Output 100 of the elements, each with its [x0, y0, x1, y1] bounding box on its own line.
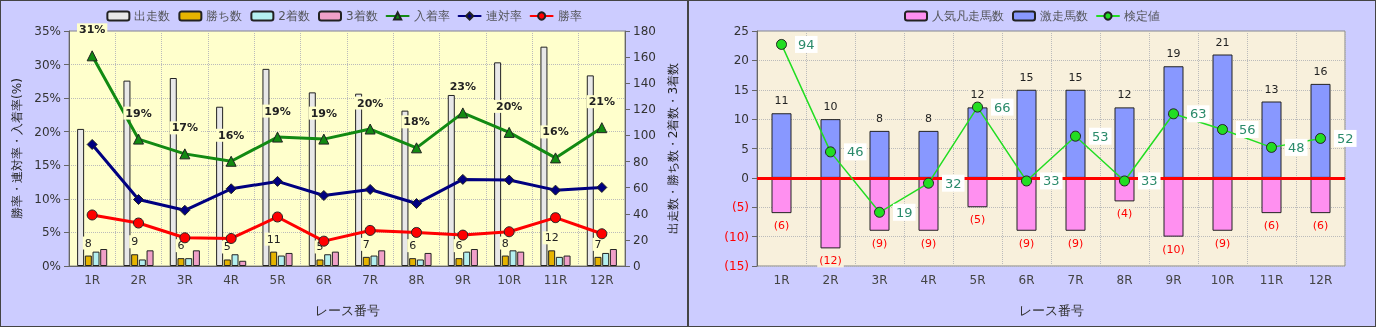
data-label: 52: [1337, 130, 1354, 146]
x-tick-label: 10R: [1210, 273, 1235, 287]
data-label: 15: [1019, 70, 1034, 84]
data-label: 8: [925, 111, 932, 125]
x-tick-label: 3R: [176, 273, 193, 287]
x-tick-label: 3R: [871, 273, 888, 287]
data-label: 21: [1215, 35, 1230, 49]
point: [457, 229, 469, 241]
data-label: (6): [1263, 219, 1280, 233]
point: [225, 183, 237, 195]
data-label: 10: [823, 100, 838, 114]
y2-tick-label: 80: [633, 154, 649, 169]
point: [1119, 175, 1130, 187]
bar: [1016, 177, 1037, 231]
data-label: (6): [1312, 219, 1329, 233]
x-tick-label: 5R: [269, 273, 286, 287]
legend-label: 2着数: [278, 9, 311, 23]
x-tick-label: 12R: [590, 273, 614, 287]
data-label: 8: [84, 236, 92, 250]
data-label: 20%: [495, 99, 523, 113]
bar: [1163, 177, 1184, 237]
data-label: 19: [1166, 47, 1181, 61]
bar: [771, 177, 792, 214]
data-label: 19: [896, 204, 913, 220]
y-tick-label: 10: [733, 112, 749, 127]
data-label: 11: [266, 232, 281, 246]
data-label: 94: [798, 36, 815, 52]
x-tick-label: 8R: [1116, 273, 1133, 287]
point: [411, 198, 422, 210]
data-label: (9): [1018, 236, 1035, 250]
x-axis-title: レース番号: [1018, 303, 1084, 318]
y2-tick-label: 160: [633, 50, 656, 65]
data-label: 23%: [449, 80, 477, 94]
y-tick-label: 20: [733, 53, 749, 68]
legend-label: 勝ち数: [206, 9, 243, 23]
data-label: (12): [819, 254, 842, 268]
data-label: 19%: [310, 106, 338, 120]
point: [318, 133, 330, 145]
legend-label: 人気凡走馬数: [932, 9, 1004, 23]
data-label: 33: [1141, 173, 1158, 189]
data-label: 6: [409, 239, 417, 253]
y-tick-label: (5): [732, 200, 749, 215]
y-tick-label: 5: [741, 141, 749, 156]
data-label: 8: [876, 111, 883, 125]
data-label: 31%: [78, 23, 106, 37]
data-label: 17%: [171, 121, 199, 135]
point: [457, 173, 469, 185]
bar: [1212, 177, 1233, 231]
point: [133, 194, 144, 206]
data-label: 21%: [588, 95, 616, 109]
point: [1168, 108, 1179, 120]
y-tick-label: 35%: [34, 24, 61, 38]
data-label: 11: [774, 94, 789, 108]
data-label: (10): [1162, 242, 1185, 256]
bar: [820, 177, 841, 249]
data-label: 46: [847, 144, 864, 160]
point: [550, 152, 561, 164]
data-label: (9): [920, 236, 937, 250]
bar: [1261, 177, 1282, 214]
data-label: (9): [871, 236, 888, 250]
point: [133, 217, 144, 229]
point: [1315, 132, 1326, 144]
data-label: 63: [1190, 106, 1207, 122]
y-tick-label: 10%: [34, 191, 61, 206]
data-label: 19%: [264, 104, 291, 118]
bar: [1261, 101, 1282, 178]
y-tick-label: 0: [741, 170, 749, 185]
legend-label: 出走数: [134, 9, 171, 23]
point: [411, 142, 422, 154]
x-tick-label: 8R: [408, 273, 425, 287]
y2-tick-label: 120: [633, 102, 656, 117]
bar: [1310, 177, 1331, 214]
data-label: (6): [773, 219, 790, 233]
point: [364, 183, 376, 195]
y2-tick-label: 60: [633, 180, 649, 195]
data-label: 12: [544, 231, 559, 245]
data-label: (4): [1116, 207, 1133, 221]
data-label: 5: [223, 240, 231, 254]
point: [457, 107, 469, 119]
data-label: 13: [1264, 82, 1279, 96]
point: [776, 38, 787, 50]
data-label: (9): [1067, 236, 1084, 250]
legend-label: 検定値: [1124, 9, 1160, 23]
point: [364, 123, 376, 135]
point: [272, 131, 283, 143]
legend-label: 連対率: [485, 9, 522, 23]
data-label: 33: [1043, 173, 1060, 189]
y-tick-label: 25%: [34, 91, 61, 106]
x-tick-label: 6R: [315, 273, 332, 287]
bar: [1212, 54, 1233, 178]
x-tick-label: 2R: [130, 273, 147, 287]
point: [364, 224, 376, 236]
y-axis-title: 勝率・連対率・入着率(%): [10, 78, 25, 219]
x-tick-label: 4R: [223, 273, 240, 287]
data-label: 12: [970, 88, 985, 102]
y-tick-label: 15%: [34, 158, 61, 173]
x-tick-label: 9R: [454, 273, 471, 287]
data-label: 7: [362, 237, 370, 251]
x-axis-title: レース番号: [314, 303, 380, 318]
bar: [1310, 83, 1331, 178]
